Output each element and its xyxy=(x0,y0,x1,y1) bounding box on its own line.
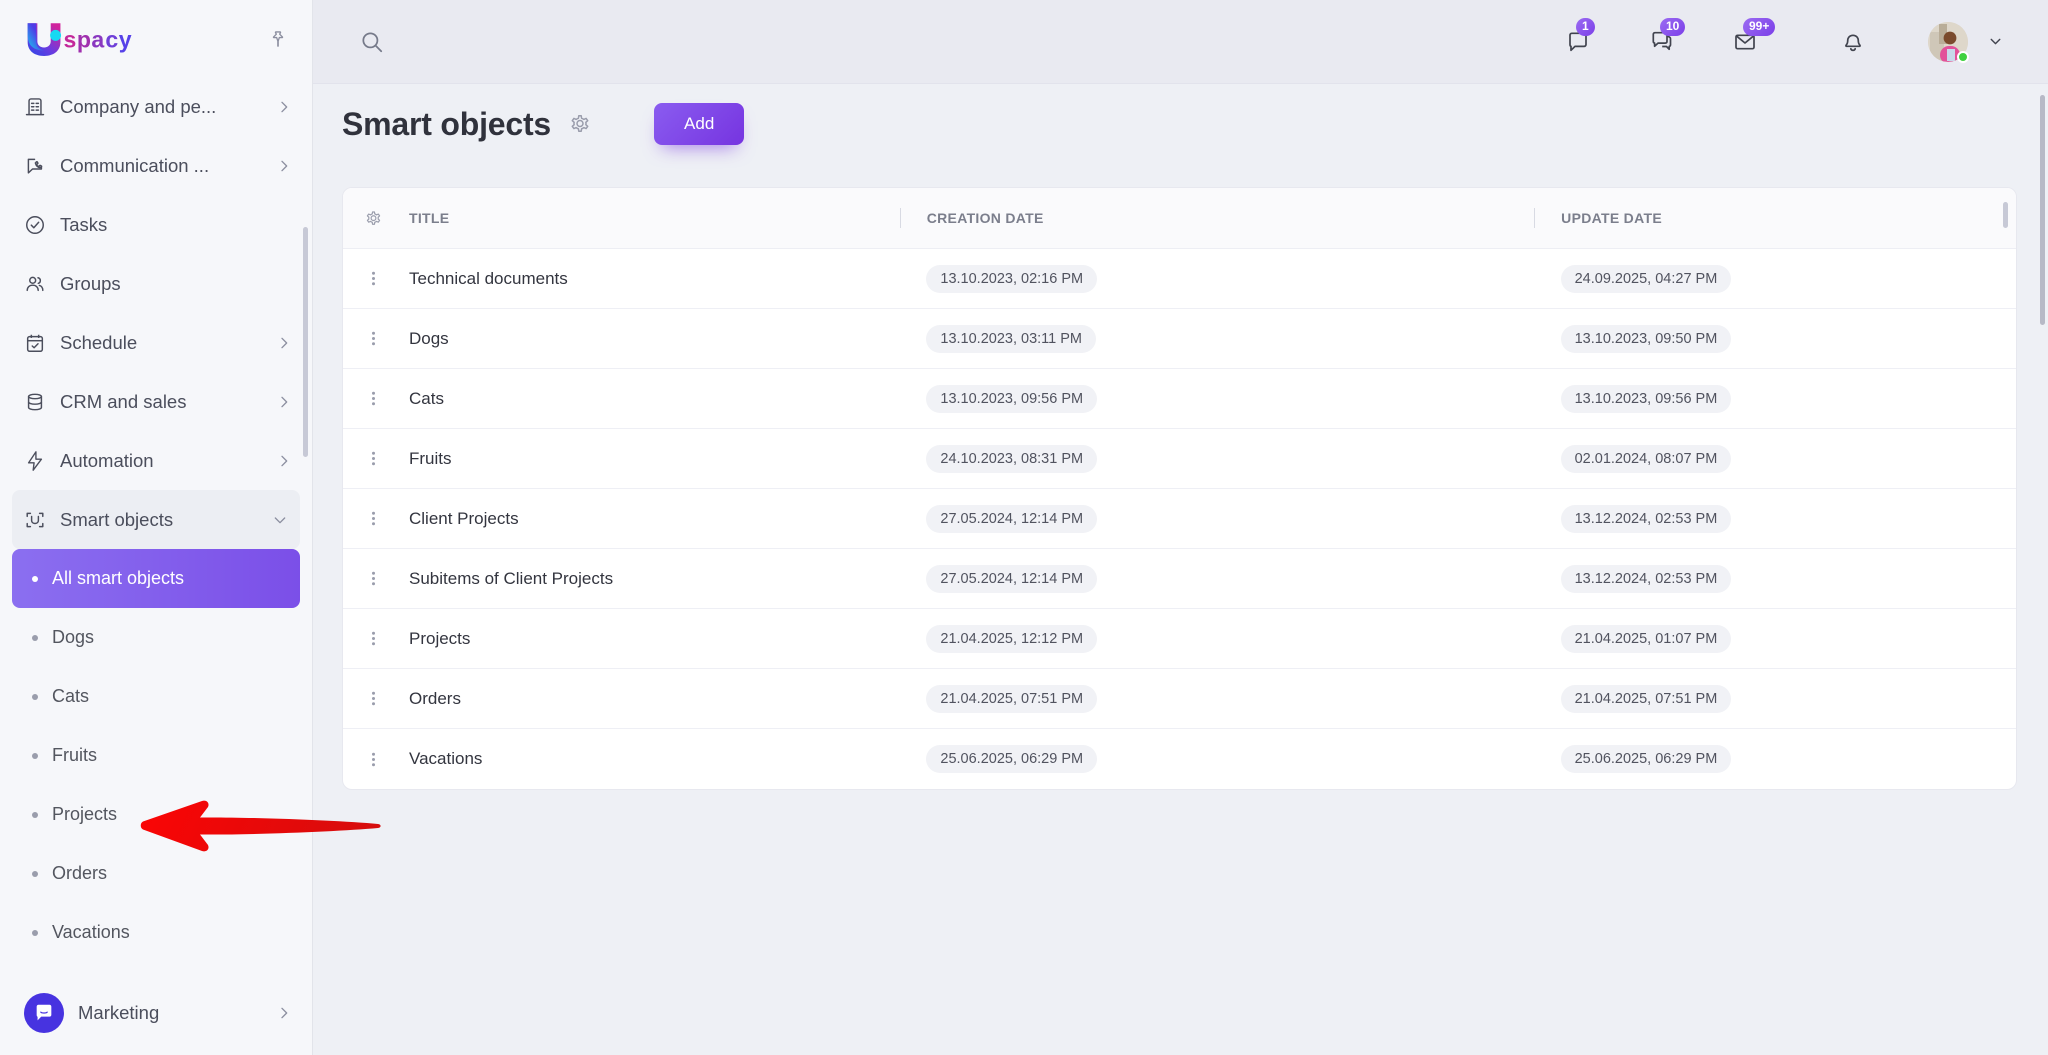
svg-text:y: y xyxy=(119,26,132,52)
svg-text:s: s xyxy=(63,26,76,52)
svg-text:p: p xyxy=(77,26,91,52)
svg-text:c: c xyxy=(105,26,118,52)
svg-text:a: a xyxy=(91,26,104,52)
